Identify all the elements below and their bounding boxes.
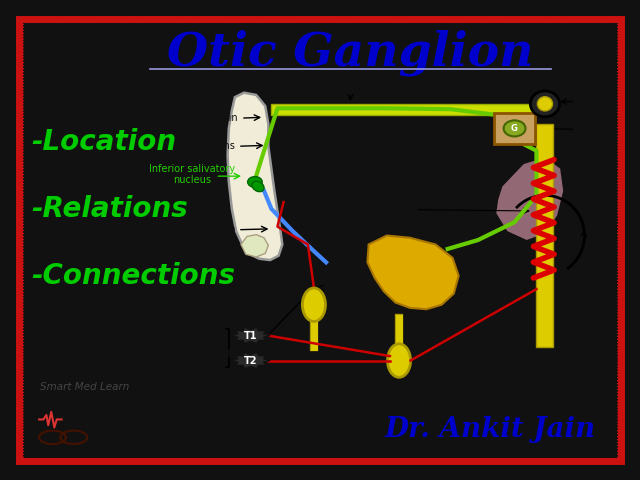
- Text: -Connections: -Connections: [31, 262, 236, 290]
- Text: Midbrain: Midbrain: [195, 113, 238, 123]
- FancyBboxPatch shape: [494, 113, 535, 144]
- Polygon shape: [497, 157, 563, 240]
- Polygon shape: [367, 236, 459, 309]
- Text: Otic Ganglion: Otic Ganglion: [167, 29, 534, 76]
- Text: Medulla: Medulla: [196, 224, 235, 234]
- Text: T1: T1: [244, 331, 257, 340]
- Ellipse shape: [531, 91, 559, 117]
- Text: -Location: -Location: [31, 128, 177, 156]
- Text: Spinal
Segment: Spinal Segment: [189, 337, 232, 359]
- Text: Lesser petrosal nerve: Lesser petrosal nerve: [292, 83, 397, 93]
- Text: Otic ganglion: Otic ganglion: [577, 124, 640, 134]
- Text: Middle meningeal
artery: Middle meningeal artery: [330, 195, 417, 216]
- Text: Foramen ovale: Foramen ovale: [577, 96, 640, 107]
- Text: Spinal
Segment: Spinal Segment: [188, 337, 231, 359]
- Ellipse shape: [387, 344, 411, 377]
- Text: -Relations: -Relations: [31, 195, 188, 223]
- Ellipse shape: [302, 288, 326, 322]
- Text: Parotid
gland: Parotid gland: [392, 256, 426, 277]
- Text: T2: T2: [244, 356, 257, 366]
- Ellipse shape: [252, 181, 264, 192]
- Ellipse shape: [538, 96, 552, 111]
- Polygon shape: [228, 93, 282, 260]
- Text: Inferior salivatory
nucleus: Inferior salivatory nucleus: [149, 164, 236, 185]
- Bar: [271, 104, 545, 115]
- Circle shape: [504, 120, 525, 136]
- Text: Superior cervical sympathetic
ganglion: Superior cervical sympathetic ganglion: [204, 265, 351, 287]
- Text: Auriculo-temporal
nerve: Auriculo-temporal nerve: [584, 231, 640, 253]
- Polygon shape: [231, 352, 270, 369]
- Text: Smart Med Learn: Smart Med Learn: [40, 382, 130, 392]
- Bar: [536, 124, 554, 347]
- Circle shape: [248, 177, 262, 187]
- Polygon shape: [241, 235, 268, 257]
- Text: Pons: Pons: [212, 141, 235, 151]
- Text: Inferior cervical sympathetic ganglion: Inferior cervical sympathetic ganglion: [424, 356, 610, 366]
- Polygon shape: [231, 327, 270, 344]
- Text: Dr. Ankit Jain: Dr. Ankit Jain: [385, 416, 596, 443]
- Text: G: G: [511, 124, 518, 133]
